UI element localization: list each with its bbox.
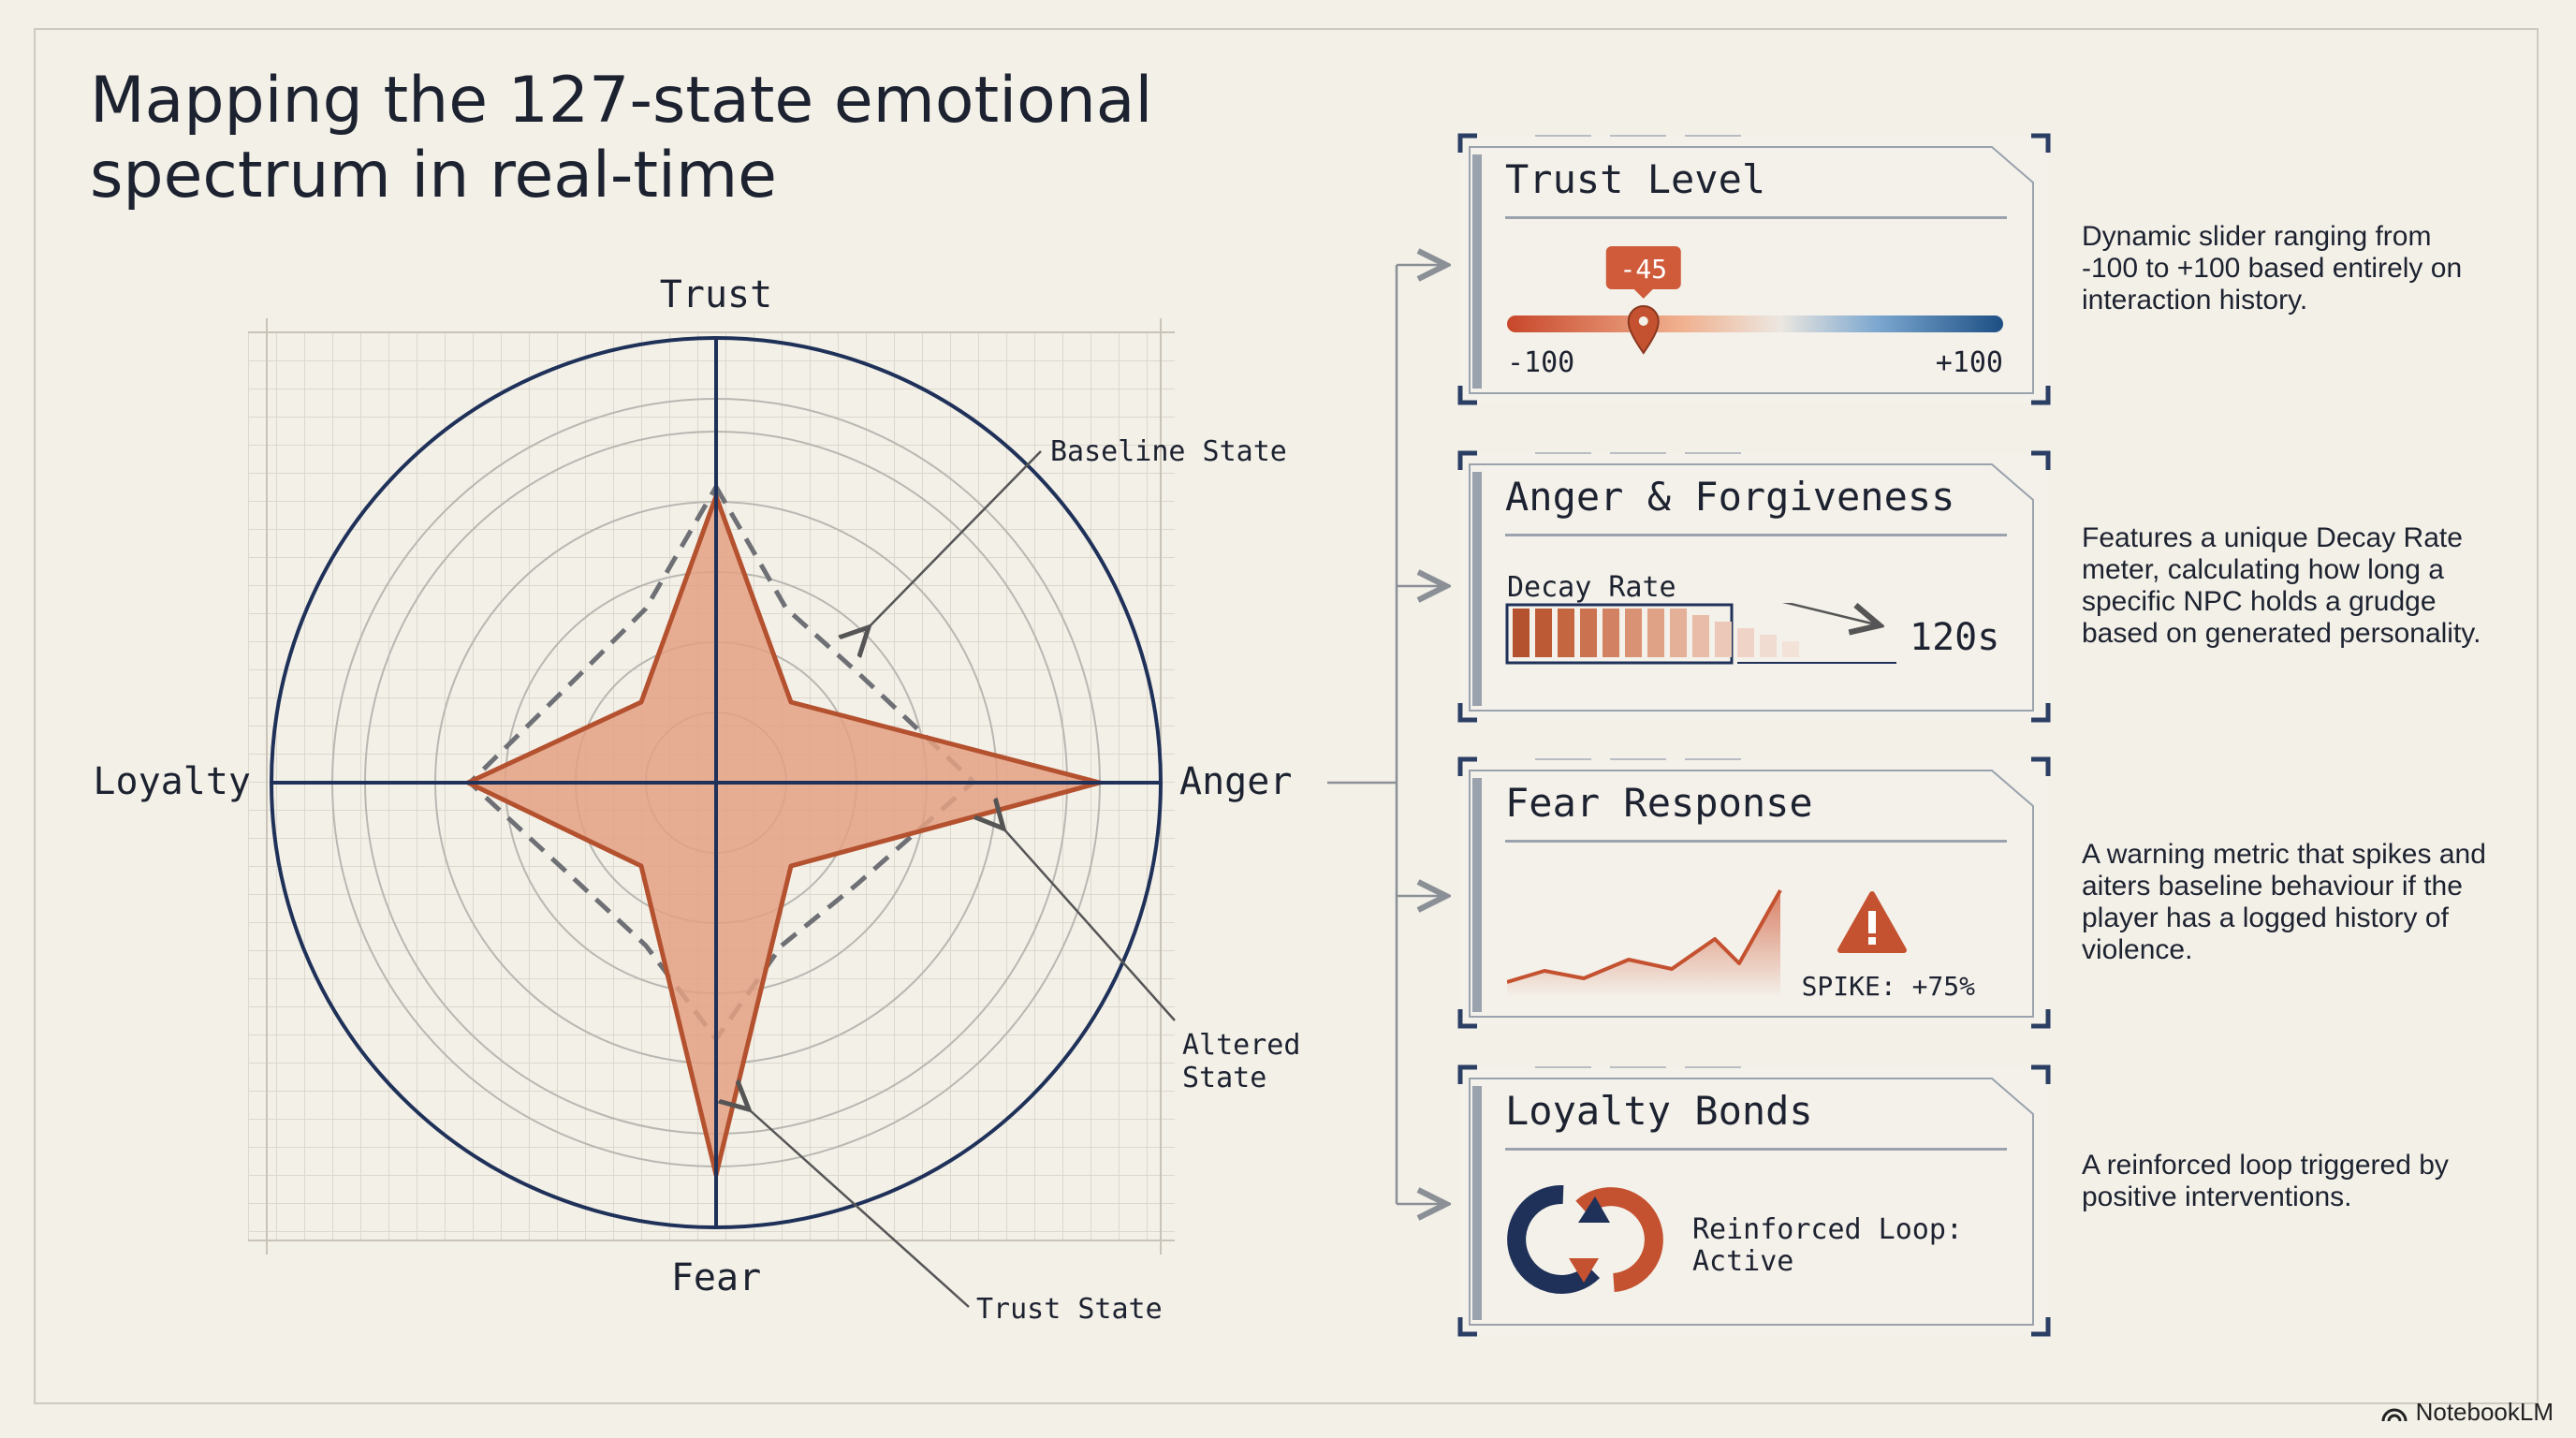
decay-bar bbox=[1603, 609, 1619, 657]
axis-label-trust: Trust bbox=[660, 273, 772, 316]
decay-bar bbox=[1558, 609, 1574, 657]
decay-bar bbox=[1513, 609, 1530, 657]
trust-state-pointer bbox=[749, 1109, 970, 1308]
axis-label-anger: Anger bbox=[1179, 760, 1292, 803]
page-title: Mapping the 127-state emotional spectrum… bbox=[90, 64, 1307, 213]
trust-slider-track bbox=[1507, 315, 2003, 332]
panel-divider bbox=[1505, 1148, 2007, 1151]
decay-rate-label: Decay Rate bbox=[1507, 571, 1676, 604]
decay-bar bbox=[1715, 622, 1732, 657]
altered-state-label-1: Altered bbox=[1182, 1029, 1300, 1062]
trust-value-badge bbox=[1605, 246, 1681, 289]
anger-forgiveness-panel: Anger & Forgiveness Decay Rate 120s bbox=[1457, 450, 2051, 723]
altered-state-pointer bbox=[1003, 829, 1176, 1021]
decay-rate-value: 120s bbox=[1910, 616, 1999, 659]
page-frame bbox=[34, 28, 2539, 1404]
baseline-state-pointer bbox=[869, 450, 1042, 627]
trust-value-label: -45 bbox=[1619, 254, 1667, 285]
loyalty-description: A reinforced loop triggered by positive … bbox=[2082, 1150, 2449, 1212]
panel-divider bbox=[1505, 216, 2007, 219]
panel-divider bbox=[1505, 840, 2007, 843]
loyalty-bonds-panel: Loyalty Bonds Reinforced Loop: Active bbox=[1457, 1064, 2051, 1337]
fear-response-title: Fear Response bbox=[1505, 780, 1813, 826]
anger-forgiveness-title: Anger & Forgiveness bbox=[1505, 474, 1955, 520]
fear-description: A warning metric that spikes and aiters … bbox=[2082, 839, 2486, 965]
panel-frame bbox=[1457, 756, 2051, 1029]
spike-label: SPIKE: +75% bbox=[1802, 971, 1976, 1002]
fear-response-panel: Fear Response SPIKE: +75% bbox=[1457, 756, 2051, 1029]
decay-bar bbox=[1647, 609, 1664, 657]
decay-bar bbox=[1737, 628, 1754, 657]
panel-frame bbox=[1457, 450, 2051, 723]
decay-bar bbox=[1535, 609, 1552, 657]
fear-spike-sparkline: SPIKE: +75% bbox=[1507, 889, 1976, 1002]
loyalty-status-line-1: Reinforced Loop: bbox=[1692, 1213, 1963, 1246]
loop-icon bbox=[1507, 1184, 1663, 1294]
axis-label-fear: Fear bbox=[671, 1256, 761, 1299]
panel-connectors bbox=[1327, 265, 1446, 1204]
trust-level-title: Trust Level bbox=[1505, 156, 1766, 202]
trust-slider[interactable]: -45 -100 +100 bbox=[1498, 241, 2022, 390]
trust-min-label: -100 bbox=[1507, 346, 1574, 379]
decay-bar bbox=[1580, 609, 1597, 657]
trust-description: Dynamic slider ranging from -100 to +100… bbox=[2082, 221, 2463, 315]
anger-description: Features a unique Decay Rate meter, calc… bbox=[2082, 522, 2481, 649]
title-line-2: spectrum in real-time bbox=[90, 139, 778, 213]
brand-name: NotebookLM bbox=[2415, 1398, 2554, 1426]
trust-max-label: +100 bbox=[1936, 346, 2003, 379]
panel-frame bbox=[1457, 1064, 2051, 1337]
notebooklm-logo-icon bbox=[2381, 1408, 2408, 1421]
altered-state-label-2: State bbox=[1182, 1062, 1266, 1094]
decay-bar bbox=[1625, 609, 1642, 657]
title-line-1: Mapping the 127-state emotional bbox=[90, 64, 1153, 138]
decay-bar bbox=[1692, 615, 1709, 657]
slider-pin-icon[interactable]: -45 bbox=[1605, 246, 1681, 355]
trust-state-label: Trust State bbox=[976, 1293, 1163, 1326]
decay-rate-meter: 120s bbox=[1505, 603, 1999, 665]
decay-bar bbox=[1670, 609, 1687, 657]
brand-mark: NotebookLM bbox=[2380, 1398, 2554, 1427]
panel-frame bbox=[1457, 133, 2051, 405]
arrow-icon bbox=[1781, 603, 1880, 625]
decay-bar bbox=[1782, 641, 1799, 657]
loyalty-status-line-2: Active bbox=[1692, 1245, 1794, 1278]
loyalty-bonds-title: Loyalty Bonds bbox=[1505, 1088, 1813, 1134]
axis-label-loyalty: Loyalty bbox=[93, 760, 251, 803]
trust-level-panel: Trust Level -45 -100 +100 bbox=[1457, 133, 2051, 405]
decay-bar bbox=[1760, 635, 1777, 657]
warning-icon bbox=[1837, 891, 1907, 953]
baseline-state-label: Baseline State bbox=[1050, 435, 1287, 468]
panel-divider bbox=[1505, 534, 2007, 536]
